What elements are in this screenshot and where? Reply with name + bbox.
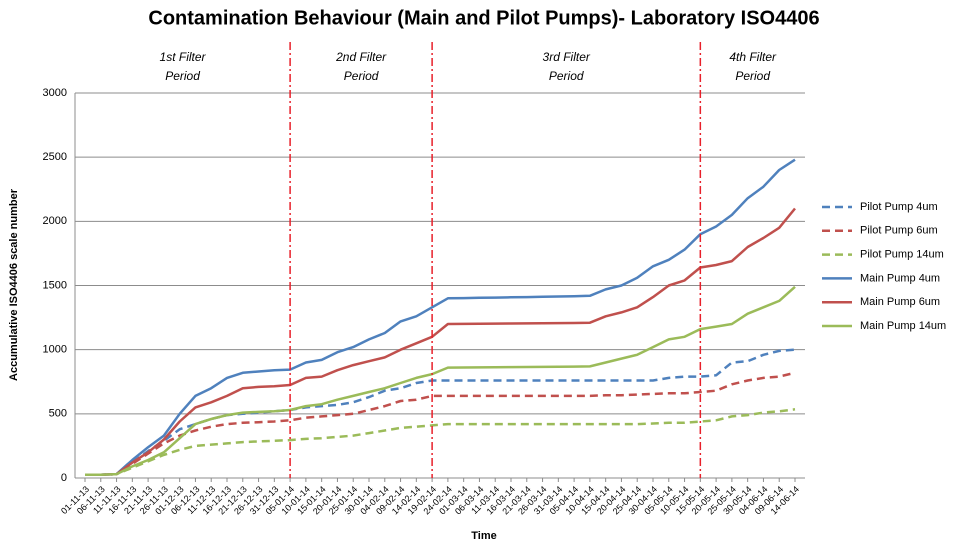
- y-tick-label: 1000: [43, 344, 67, 356]
- period-label: 2nd Filter: [335, 50, 387, 64]
- series-line: [85, 408, 796, 477]
- legend-label: Pilot Pump 4um: [860, 201, 938, 213]
- series-line: [85, 285, 796, 477]
- x-axis-title: Time: [471, 530, 496, 542]
- y-tick-label: 2000: [43, 215, 67, 227]
- series-line: [85, 207, 796, 477]
- legend-label: Main Pump 6um: [860, 296, 940, 308]
- y-axis-title: Accumulative ISO4406 scale number: [8, 188, 20, 381]
- period-label: 3rd Filter: [543, 50, 591, 64]
- period-label: Period: [549, 69, 584, 83]
- series-line: [85, 371, 796, 477]
- period-label: Period: [344, 69, 379, 83]
- legend-label: Main Pump 14um: [860, 320, 946, 332]
- y-tick-label: 500: [49, 408, 67, 420]
- chart-title: Contamination Behaviour (Main and Pilot …: [148, 7, 819, 29]
- y-tick-label: 1500: [43, 279, 67, 291]
- legend-label: Pilot Pump 14um: [860, 249, 944, 261]
- series-line: [85, 158, 796, 477]
- period-label: 4th Filter: [729, 50, 777, 64]
- legend-label: Main Pump 4um: [860, 272, 940, 284]
- period-label: Period: [735, 69, 770, 83]
- period-label: 1st Filter: [160, 50, 207, 64]
- period-label: Period: [165, 69, 200, 83]
- y-tick-label: 0: [61, 472, 67, 484]
- y-tick-label: 2500: [43, 151, 67, 163]
- legend-label: Pilot Pump 6um: [860, 225, 938, 237]
- y-tick-label: 3000: [43, 87, 67, 99]
